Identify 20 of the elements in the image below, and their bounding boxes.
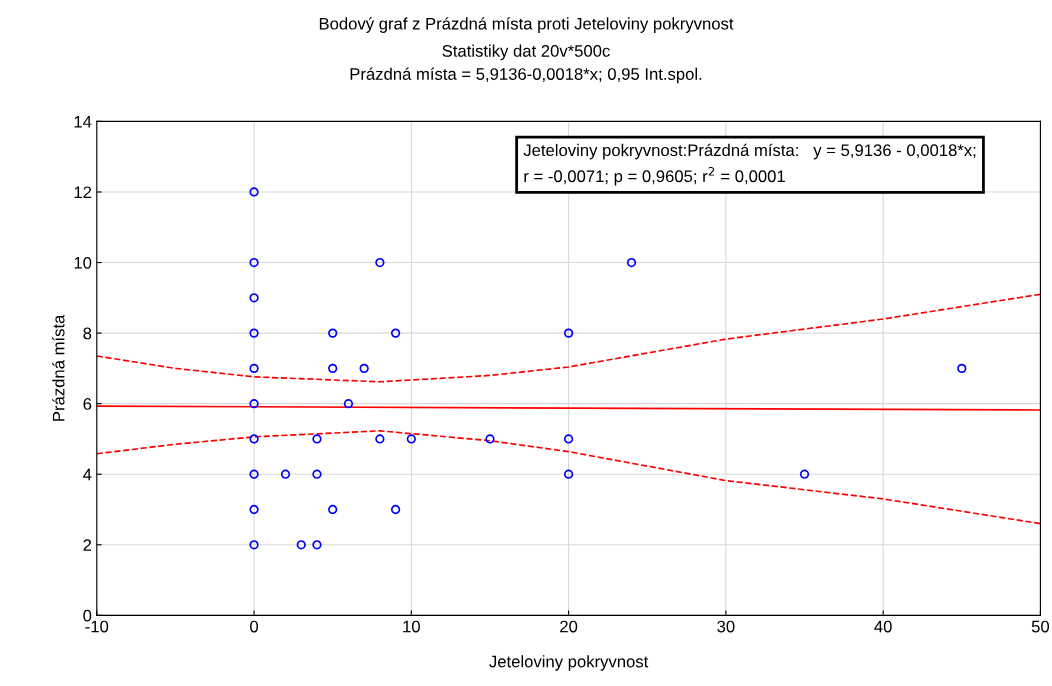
x-tick-label: 20: [560, 620, 578, 633]
annotation: Jeteloviny pokryvnost:Prázdná místa: y = 5,9136 - 0,0018*x; r = -0,0071; p = 0,9605; r$^{2}$ = 0,0001: [523, 143, 976, 186]
chart-title: Bodový graf z Prázdná místa proti Jeteloviny pokryvnost: [319, 17, 734, 33]
x-tick-label: 10: [403, 620, 420, 633]
x-tick-label: 0: [250, 620, 259, 633]
chart-subtitle: Statistiky dat 20v*500c Prázdná místa = 5,9136-0,0018*x; 0,95 Int.spol.: [350, 44, 702, 84]
y-tick-label: 4: [83, 468, 92, 481]
y-tick-label: 14: [74, 115, 92, 128]
y-tick-label: 8: [83, 327, 92, 340]
y-tick-label: 12: [74, 186, 92, 199]
x-tick-label: 40: [874, 620, 892, 633]
y-axis-title: Prázdná místa: [52, 314, 65, 421]
y-tick-label: 10: [74, 256, 92, 269]
x-tick-label: 50: [1031, 620, 1050, 633]
x-tick-label: -10: [85, 620, 109, 633]
x-axis-title: Jeteloviny pokryvnost: [489, 655, 649, 671]
y-tick-label: 0: [83, 609, 92, 622]
y-tick-label: 2: [83, 539, 92, 551]
x-tick-label: 30: [717, 620, 735, 633]
y-tick-label: 6: [83, 398, 92, 410]
